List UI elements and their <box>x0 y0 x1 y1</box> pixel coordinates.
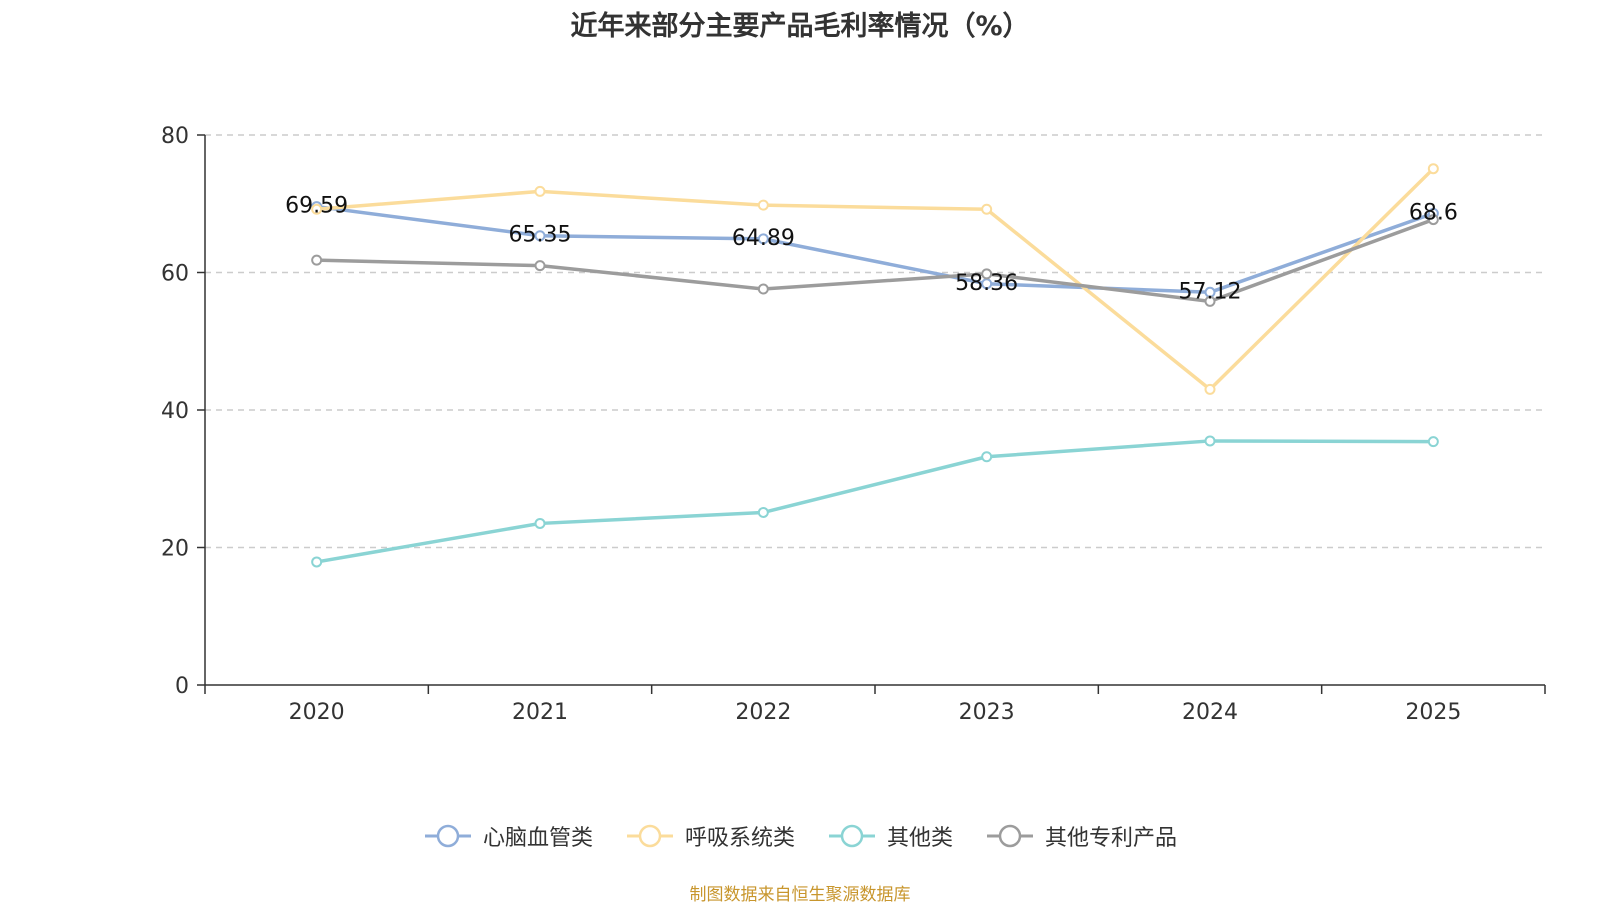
data-point-1-2020[interactable] <box>311 203 323 215</box>
data-point-2-2022[interactable] <box>757 506 769 518</box>
legend-label: 心脑血管类 <box>482 826 593 851</box>
data-label-2025: 68.6 <box>1409 200 1458 225</box>
grid-lines <box>205 134 1545 549</box>
legend-swatch-icon <box>829 824 875 848</box>
data-point-3-2021[interactable] <box>534 260 546 272</box>
data-point-0-2022[interactable] <box>757 233 769 245</box>
x-tick-label-2025: 2025 <box>1405 700 1461 725</box>
series-line-3 <box>316 217 1434 304</box>
series-line-1 <box>316 167 1435 392</box>
data-label-2020: 69.59 <box>285 194 348 219</box>
series <box>311 163 1439 568</box>
data-point-1-2021[interactable] <box>534 185 546 197</box>
legend-swatch-icon <box>424 824 471 848</box>
chart-title: 近年来部分主要产品毛利率情况（%） <box>570 11 1030 42</box>
legend-item-3[interactable]: 其他专利产品 <box>985 820 1177 852</box>
x-tick-label-2024: 2024 <box>1182 700 1238 725</box>
data-point-3-2022[interactable] <box>757 283 769 295</box>
data-point-2-2020[interactable] <box>311 556 323 568</box>
series-line-2 <box>316 439 1434 564</box>
legend-label: 其他专利产品 <box>1045 826 1178 851</box>
data-point-2-2021[interactable] <box>534 517 546 529</box>
legend-label: 呼吸系统类 <box>684 826 795 851</box>
series-line-0 <box>316 204 1434 295</box>
source-note: 制图数据来自恒生聚源数据库 <box>689 885 911 905</box>
data-point-3-2024[interactable] <box>1204 295 1216 307</box>
legend-swatch-icon <box>626 824 673 848</box>
legend-swatch-icon <box>987 824 1034 848</box>
data-point-2-2024[interactable] <box>1204 435 1216 447</box>
y-tick-label-40: 40 <box>161 399 189 424</box>
data-point-1-2024[interactable] <box>1204 383 1216 395</box>
y-tick-label-0: 0 <box>175 674 189 699</box>
x-tick-label-2023: 2023 <box>959 700 1015 725</box>
legend: 心脑血管类 呼吸系统类 其他类 其他专利产品 <box>0 820 1600 852</box>
y-tick-label-20: 20 <box>161 537 189 562</box>
legend-item-0[interactable]: 心脑血管类 <box>423 820 593 852</box>
data-point-0-2021[interactable] <box>534 230 546 242</box>
data-point-2-2025[interactable] <box>1427 436 1439 448</box>
axes: 0 20 40 60 80 2020 2021 2022 2023 2024 2025 <box>161 124 1546 725</box>
data-label-2022: 64.89 <box>732 226 795 251</box>
x-tick-label-2022: 2022 <box>735 700 791 725</box>
data-label-2023: 58.36 <box>955 271 1018 296</box>
data-point-3-2023[interactable] <box>981 268 993 280</box>
legend-item-2[interactable]: 其他类 <box>827 820 953 852</box>
data-label-2024: 57.12 <box>1179 279 1242 304</box>
legend-item-1[interactable]: 呼吸系统类 <box>625 820 795 852</box>
y-tick-label-60: 60 <box>161 262 189 287</box>
data-point-1-2025[interactable] <box>1427 163 1439 175</box>
data-label-2021: 65.35 <box>509 223 572 248</box>
legend-label: 其他类 <box>887 826 954 851</box>
data-point-1-2023[interactable] <box>981 203 993 215</box>
data-labels: 69.59 65.35 64.89 58.36 57.12 68.6 <box>285 194 1458 305</box>
data-point-2-2023[interactable] <box>981 451 993 463</box>
data-point-3-2025[interactable] <box>1427 214 1439 226</box>
data-point-1-2022[interactable] <box>757 199 769 211</box>
y-tick-label-80: 80 <box>161 124 189 149</box>
x-tick-label-2020: 2020 <box>289 700 345 725</box>
data-point-3-2020[interactable] <box>311 254 323 266</box>
x-tick-label-2021: 2021 <box>512 700 568 725</box>
